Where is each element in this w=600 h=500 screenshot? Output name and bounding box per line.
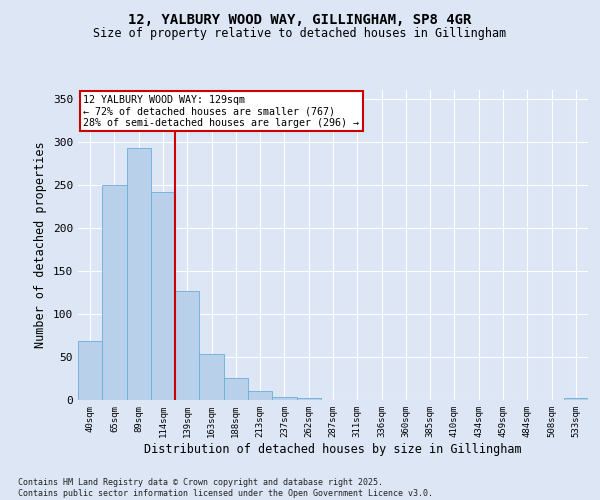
Bar xyxy=(248,392,272,400)
Bar xyxy=(102,184,127,400)
Bar xyxy=(272,396,296,400)
Bar xyxy=(78,342,102,400)
X-axis label: Distribution of detached houses by size in Gillingham: Distribution of detached houses by size … xyxy=(144,442,522,456)
Bar xyxy=(127,148,151,400)
Bar xyxy=(199,354,224,400)
Bar xyxy=(175,290,199,400)
Bar xyxy=(151,192,175,400)
Text: 12 YALBURY WOOD WAY: 129sqm
← 72% of detached houses are smaller (767)
28% of se: 12 YALBURY WOOD WAY: 129sqm ← 72% of det… xyxy=(83,94,359,128)
Bar xyxy=(296,398,321,400)
Text: Size of property relative to detached houses in Gillingham: Size of property relative to detached ho… xyxy=(94,28,506,40)
Bar xyxy=(224,378,248,400)
Y-axis label: Number of detached properties: Number of detached properties xyxy=(34,142,47,348)
Text: Contains HM Land Registry data © Crown copyright and database right 2025.
Contai: Contains HM Land Registry data © Crown c… xyxy=(18,478,433,498)
Bar xyxy=(564,398,588,400)
Text: 12, YALBURY WOOD WAY, GILLINGHAM, SP8 4GR: 12, YALBURY WOOD WAY, GILLINGHAM, SP8 4G… xyxy=(128,12,472,26)
